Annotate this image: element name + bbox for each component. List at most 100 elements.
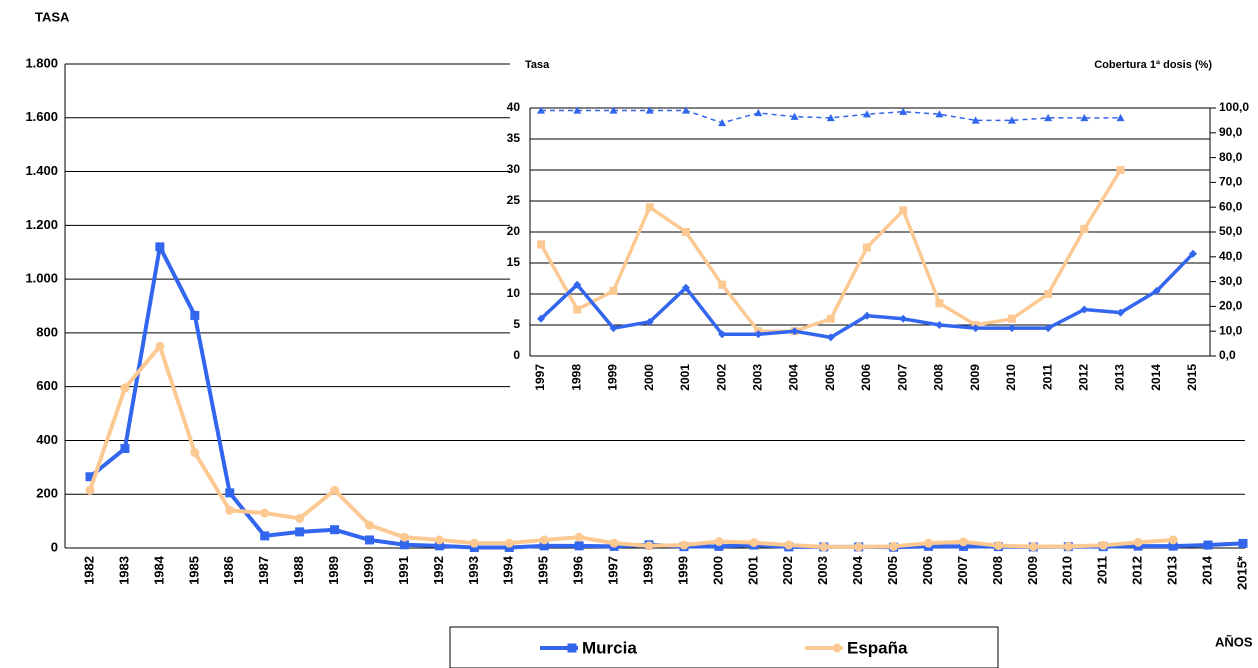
marker: [863, 243, 871, 252]
marker: [537, 240, 545, 249]
y-tick-label: 1.800: [25, 55, 58, 70]
x-tick-label: 2008: [932, 364, 946, 391]
marker: [819, 542, 829, 552]
x-tick-label: 1998: [640, 556, 655, 585]
marker: [260, 531, 270, 541]
marker: [645, 106, 654, 114]
y-tick-label: 1.400: [25, 163, 58, 178]
marker: [330, 485, 340, 495]
marker: [826, 314, 835, 323]
x-tick-label: 1987: [256, 556, 271, 585]
x-tick-label: 1985: [186, 556, 201, 585]
marker: [1080, 113, 1089, 122]
marker: [225, 505, 235, 515]
x-tick-label: 2014: [1149, 364, 1163, 391]
x-tick-label: 1991: [396, 556, 411, 585]
marker: [574, 532, 584, 542]
x-tick-label: 2002: [714, 364, 728, 391]
marker: [1152, 286, 1161, 295]
marker: [330, 525, 340, 535]
marker: [295, 527, 305, 537]
marker: [609, 106, 618, 114]
x-tick-label: 2004: [787, 364, 801, 391]
x-tick-label: 2010: [1004, 364, 1018, 391]
series-line: [88, 344, 1174, 549]
marker: [935, 110, 944, 118]
marker: [609, 538, 619, 548]
x-tick-label: 1982: [81, 556, 96, 585]
marker: [1189, 249, 1197, 258]
marker: [1080, 305, 1089, 314]
marker: [574, 541, 584, 551]
y-tick-label: 1.000: [25, 271, 58, 286]
marker: [645, 317, 654, 326]
marker: [573, 106, 582, 114]
marker: [260, 508, 270, 518]
x-tick-label: 1999: [675, 556, 690, 585]
marker: [155, 341, 165, 351]
marker: [1168, 535, 1178, 545]
y-tick-label: 600: [36, 378, 58, 393]
marker: [1007, 314, 1016, 323]
x-tick-label: 2001: [678, 364, 692, 391]
marker: [609, 286, 618, 295]
marker: [225, 488, 235, 498]
x-tick-label: 2011: [1095, 556, 1110, 584]
marker: [434, 535, 444, 545]
x-tick-label: 2015: [1185, 364, 1199, 391]
marker: [832, 643, 842, 653]
x-tick-label: 2009: [1025, 556, 1040, 585]
x-tick-label: 2007: [955, 556, 970, 585]
marker: [190, 310, 200, 320]
marker: [609, 324, 618, 333]
x-tick-label: 1989: [326, 556, 341, 585]
marker: [924, 538, 934, 548]
y-tick-label: 5: [513, 317, 520, 331]
x-tick-label: 1992: [431, 556, 446, 585]
marker: [1080, 224, 1089, 233]
marker: [749, 538, 759, 548]
x-tick-label: 2010: [1060, 556, 1075, 585]
x-tick-label: 2005: [823, 364, 837, 391]
marker: [434, 541, 444, 551]
y-tick-label: 200: [36, 486, 58, 501]
x-tick-label: 2001: [745, 556, 760, 585]
marker: [85, 485, 95, 495]
marker: [537, 106, 545, 114]
marker: [889, 541, 899, 551]
legend-box: [449, 626, 999, 668]
x-tick-label: 1997: [533, 364, 547, 391]
marker: [790, 327, 799, 336]
x-tick-label: 2009: [968, 364, 982, 391]
x-tick-label: 2012: [1077, 364, 1091, 391]
y-tick-label: 20: [507, 224, 521, 238]
y2-tick-label: 80,0: [1219, 150, 1243, 164]
marker: [1133, 537, 1143, 547]
y-tick-label: 40: [507, 100, 521, 114]
x-tick-label: 2000: [642, 364, 656, 391]
marker: [899, 314, 908, 323]
marker: [826, 333, 835, 342]
marker: [958, 537, 968, 547]
legend-label: Murcia: [582, 638, 637, 657]
marker: [790, 112, 799, 120]
y-tick-label: 35: [507, 131, 521, 145]
x-tick-label: 2013: [1165, 556, 1180, 585]
marker: [826, 113, 835, 122]
x-tick-label: 2003: [751, 364, 765, 391]
marker: [644, 541, 654, 551]
x-tick-label: 2002: [780, 556, 795, 585]
marker: [645, 203, 654, 212]
x-tick-label: 2006: [920, 556, 935, 585]
marker: [365, 520, 375, 530]
marker: [718, 280, 727, 289]
y2-tick-label: 0,0: [1219, 348, 1236, 362]
marker: [1063, 541, 1073, 551]
marker: [679, 540, 689, 550]
y2-tick-label: 100,0: [1219, 100, 1249, 114]
x-tick-label: 2007: [895, 364, 909, 391]
y-tick-label: 400: [36, 432, 58, 447]
marker: [854, 542, 864, 552]
marker: [120, 383, 130, 393]
marker: [958, 541, 968, 551]
